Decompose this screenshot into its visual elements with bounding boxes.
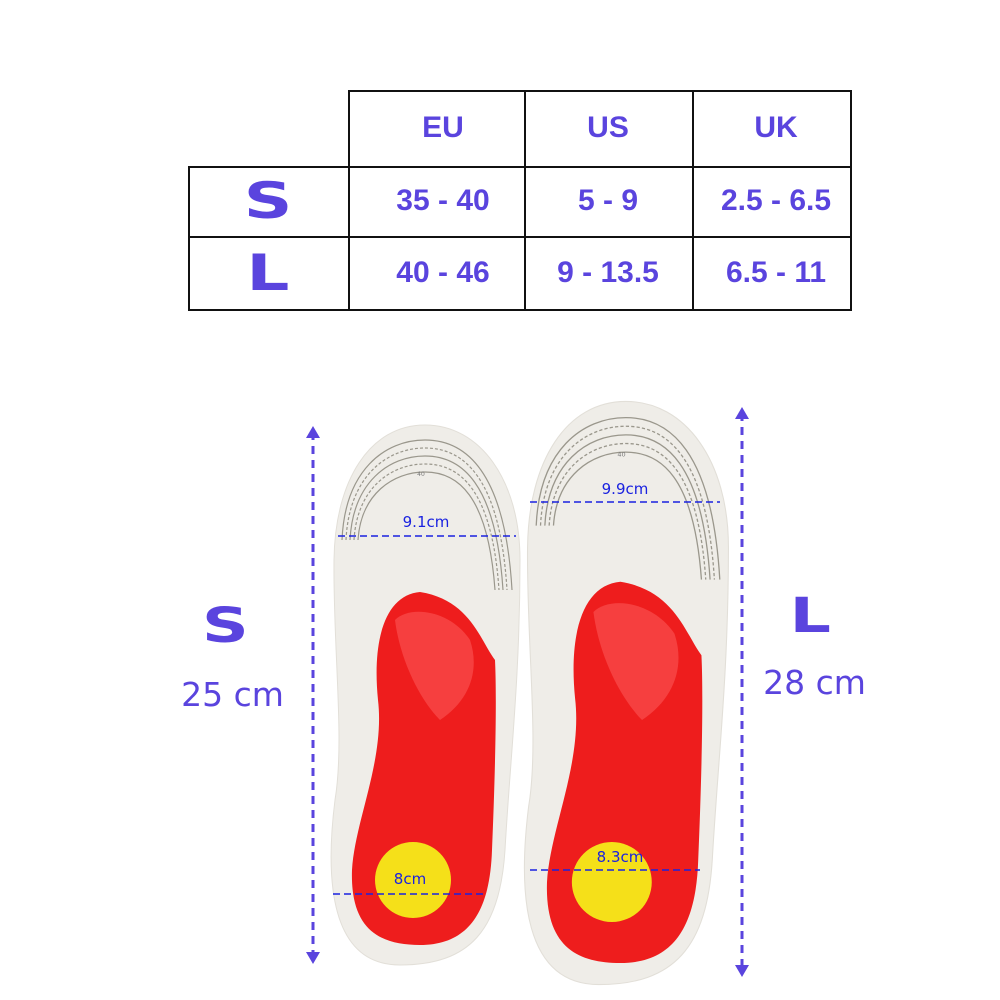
table-border: [188, 309, 852, 311]
cell-l-eu: 40 - 46: [396, 255, 490, 289]
table-border: [692, 90, 694, 311]
header-uk: UK: [754, 111, 798, 144]
table-border: [524, 90, 526, 311]
insole-large: 40: [523, 400, 730, 986]
table-border: [188, 166, 190, 311]
arrow-up-icon: [306, 426, 320, 438]
table-border: [348, 90, 350, 311]
cell-s-eu: 35 - 40: [396, 184, 490, 217]
header-eu: EU: [422, 111, 464, 144]
size-s-label: S: [243, 172, 293, 230]
table-border: [188, 236, 852, 238]
insole-small: 40: [330, 424, 521, 966]
size-l-letter: L: [789, 588, 831, 644]
heel-width-large: 8.3cm: [597, 848, 644, 866]
gauge-mark: 40: [417, 471, 425, 478]
arrow-down-icon: [306, 952, 320, 964]
size-chart-table: EU US UK S 35 - 40 5 - 9 2.5 - 6.5 L 40 …: [188, 90, 852, 311]
size-s-letter: S: [201, 598, 249, 654]
cell-l-us: 9 - 13.5: [557, 255, 659, 289]
heel-pad: [375, 842, 451, 918]
cell-s-uk: 2.5 - 6.5: [720, 184, 832, 217]
length-small: 25 cm: [181, 675, 284, 714]
forefoot-width-large: 9.9cm: [602, 480, 649, 498]
size-s-title: S: [195, 598, 255, 654]
forefoot-width-small: 9.1cm: [403, 513, 450, 531]
header-us: US: [587, 111, 629, 144]
cell-l-uk: 6.5 - 11: [725, 255, 827, 289]
cell-s-us: 5 - 9: [577, 184, 639, 217]
size-l-title: L: [780, 588, 840, 644]
table-border: [348, 90, 852, 92]
arrow-down-icon: [735, 965, 749, 977]
row-label-l: L: [188, 236, 348, 309]
table-border: [850, 90, 852, 311]
length-large: 28 cm: [763, 663, 866, 702]
row-label-s: S: [188, 166, 348, 236]
arrow-up-icon: [735, 407, 749, 419]
heel-pad: [571, 842, 652, 922]
table-border: [188, 166, 852, 168]
size-l-label: L: [246, 243, 290, 302]
heel-width-small: 8cm: [394, 870, 426, 888]
gauge-mark: 40: [617, 450, 625, 458]
